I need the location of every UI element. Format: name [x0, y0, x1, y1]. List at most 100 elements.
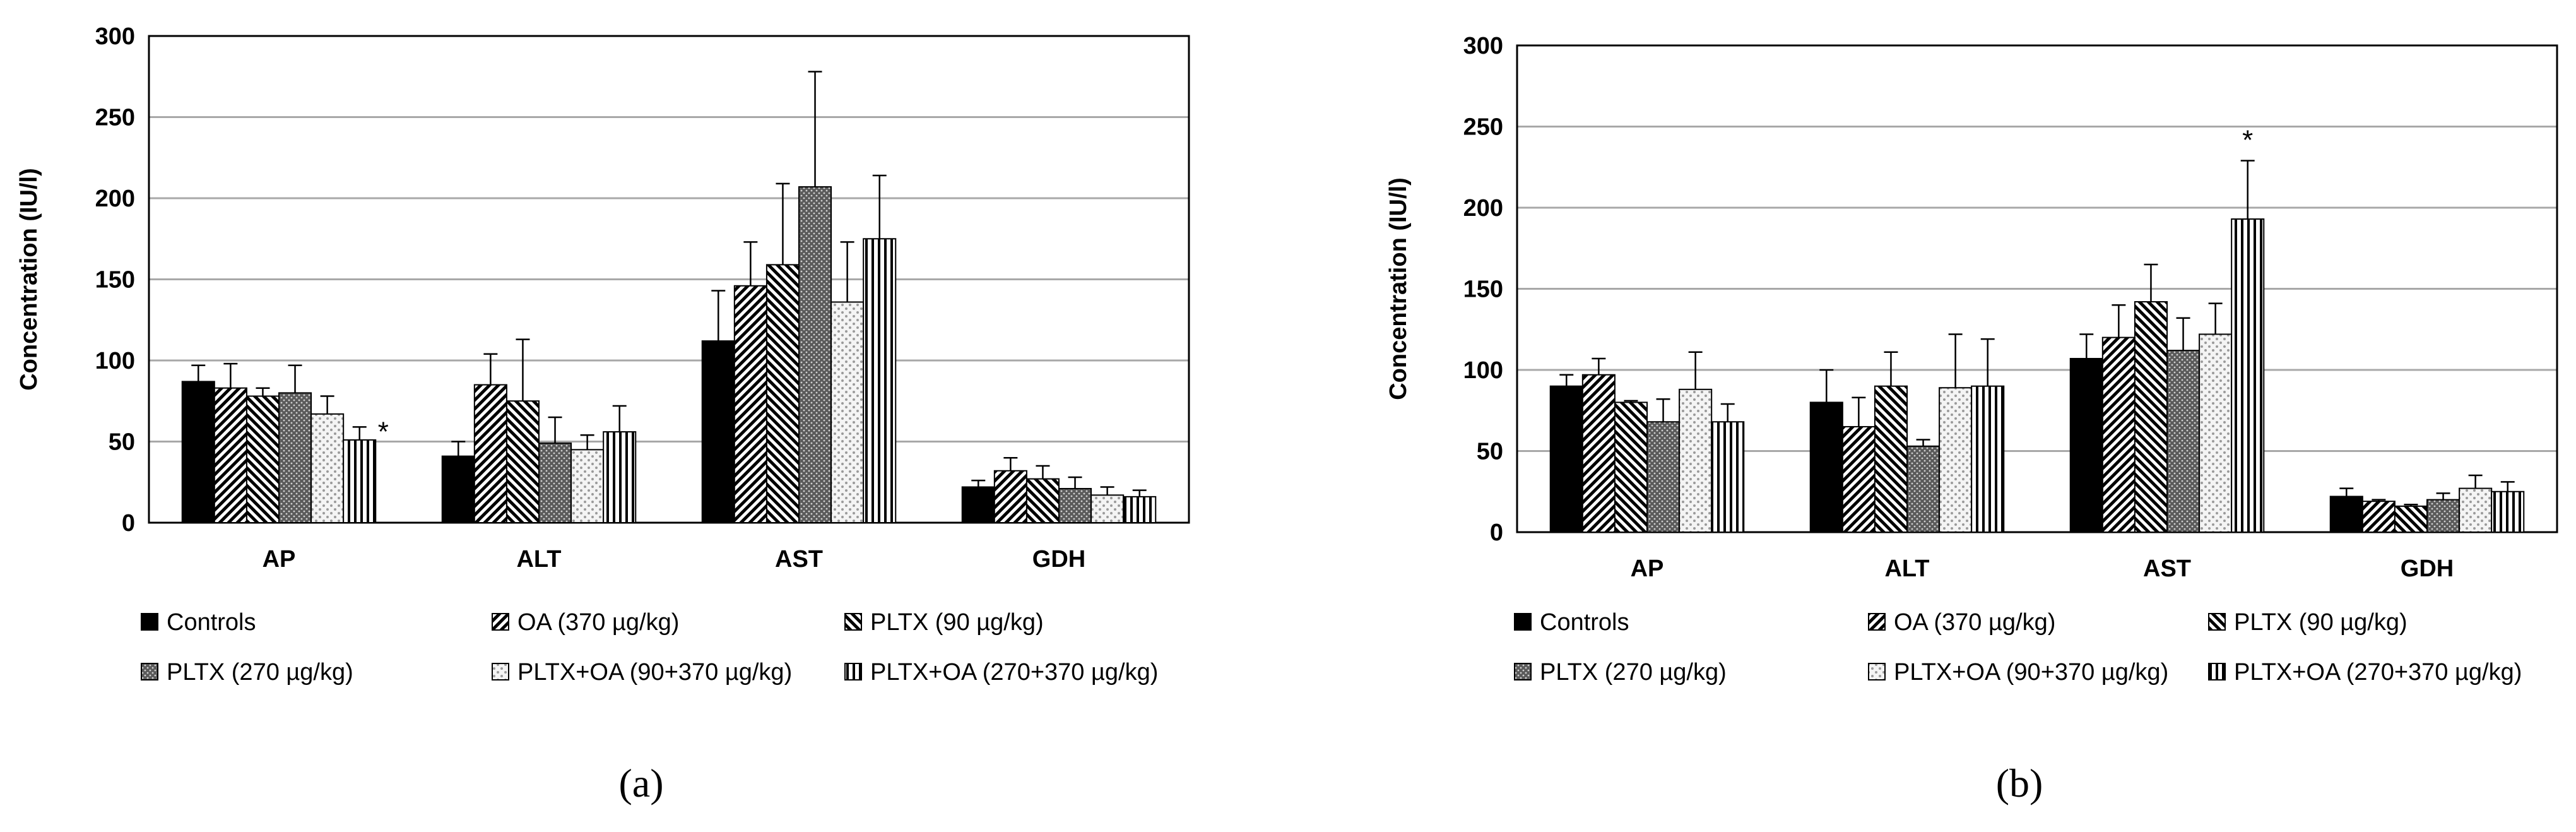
bar[interactable]	[1646, 421, 1681, 533]
bar[interactable]	[1581, 374, 1616, 533]
legend-swatch	[844, 613, 862, 631]
legend-label: OA (370 µg/kg)	[1894, 609, 2055, 636]
y-tick-label: 150	[95, 267, 135, 294]
bar[interactable]	[1874, 385, 1908, 533]
legend-item[interactable]: PLTX+OA (90+370 µg/kg)	[492, 659, 792, 686]
bar[interactable]	[245, 395, 280, 523]
y-tick-label: 50	[109, 429, 135, 456]
bar[interactable]	[2329, 496, 2363, 533]
y-tick-label: 50	[1477, 439, 1503, 465]
legend-item[interactable]: OA (370 µg/kg)	[1868, 609, 2055, 636]
y-tick-label: 250	[1463, 114, 1503, 141]
legend-label: PLTX (270 µg/kg)	[1540, 659, 1727, 686]
x-tick-label: AP	[1631, 556, 1664, 582]
significance-asterisk: *	[378, 416, 389, 447]
legend-swatch	[2208, 663, 2226, 680]
legend-label: PLTX+OA (270+370 µg/kg)	[870, 659, 1158, 686]
bar[interactable]	[1090, 494, 1125, 523]
bar[interactable]	[441, 455, 475, 524]
plot-frame	[1516, 44, 2558, 533]
bar[interactable]	[213, 387, 247, 523]
legend-swatch	[844, 663, 862, 680]
x-tick-label: ALT	[516, 546, 561, 573]
bar[interactable]	[1711, 421, 1745, 533]
bar[interactable]	[1058, 488, 1092, 524]
y-tick-label: 300	[1463, 33, 1503, 59]
legend-swatch	[141, 613, 158, 631]
bar[interactable]	[2361, 501, 2396, 533]
bar[interactable]	[1679, 388, 1713, 533]
legend-label: PLTX+OA (90+370 µg/kg)	[517, 659, 792, 686]
bar[interactable]	[961, 486, 995, 524]
legend-label: OA (370 µg/kg)	[517, 609, 679, 636]
bar[interactable]	[1025, 478, 1060, 523]
bar[interactable]	[1939, 387, 1973, 533]
legend-item[interactable]: PLTX (90 µg/kg)	[2208, 609, 2408, 636]
legend-item[interactable]: PLTX+OA (90+370 µg/kg)	[1868, 659, 2168, 686]
y-axis-label: Concentration (IU/l)	[16, 168, 42, 391]
legend-label: PLTX (270 µg/kg)	[167, 659, 353, 686]
bar[interactable]	[505, 400, 540, 523]
bar[interactable]	[993, 470, 1027, 524]
bar[interactable]	[310, 413, 345, 523]
bar[interactable]	[2231, 218, 2265, 533]
bar[interactable]	[1614, 401, 1648, 533]
y-tick-label: 300	[95, 23, 135, 50]
bar[interactable]	[765, 264, 800, 523]
bar[interactable]	[2459, 487, 2493, 533]
bar[interactable]	[2069, 358, 2103, 533]
bar[interactable]	[2426, 499, 2461, 533]
chart-a: 0 50 100 150 200 250 300 Concentration (IU/l) AP…	[16, 23, 1190, 805]
bar[interactable]	[2166, 350, 2201, 533]
bar[interactable]	[830, 301, 865, 523]
x-tick-label: AST	[2143, 556, 2191, 582]
bar[interactable]	[2134, 301, 2168, 533]
bar[interactable]	[2394, 505, 2428, 533]
panel-label: (b)	[1996, 761, 2043, 805]
bar[interactable]	[538, 443, 572, 524]
bar[interactable]	[798, 186, 832, 523]
bar[interactable]	[1123, 496, 1157, 524]
legend-item[interactable]: Controls	[141, 609, 256, 636]
bar[interactable]	[473, 384, 507, 523]
bar[interactable]	[1971, 385, 2005, 533]
bar[interactable]	[1841, 425, 1876, 533]
y-tick-label: 0	[122, 510, 135, 537]
legend-swatch	[141, 663, 158, 680]
bar[interactable]	[863, 238, 897, 523]
bar[interactable]	[1809, 401, 1843, 533]
y-tick-label: 150	[1463, 276, 1503, 303]
legend-item[interactable]: OA (370 µg/kg)	[492, 609, 679, 636]
bar[interactable]	[733, 285, 767, 523]
bar[interactable]	[1549, 385, 1583, 533]
legend-swatch	[492, 613, 509, 631]
legend-item[interactable]: PLTX+OA (270+370 µg/kg)	[844, 659, 1158, 686]
y-tick-label: 250	[95, 105, 135, 131]
legend-item[interactable]: PLTX (270 µg/kg)	[141, 659, 353, 686]
x-tick-label: AST	[775, 546, 823, 573]
x-tick-label: GDH	[1032, 546, 1085, 573]
bar[interactable]	[343, 439, 377, 523]
bar[interactable]	[1906, 445, 1941, 533]
bar[interactable]	[2199, 333, 2233, 533]
legend-label: PLTX (90 µg/kg)	[870, 609, 1044, 636]
bar[interactable]	[603, 431, 637, 524]
panel-label: (a)	[618, 761, 663, 805]
legend-item[interactable]: Controls	[1514, 609, 1629, 636]
bar[interactable]	[2491, 490, 2525, 533]
legend-swatch	[1868, 613, 1886, 631]
bar[interactable]	[570, 449, 605, 523]
y-tick-label: 100	[95, 348, 135, 374]
y-tick-label: 100	[1463, 357, 1503, 384]
bar[interactable]	[181, 381, 215, 523]
legend-item[interactable]: PLTX (90 µg/kg)	[844, 609, 1044, 636]
chart-b: 0 50 100 150 200 250 300 Concentration (IU/l) AP…	[1385, 33, 2558, 805]
bar[interactable]	[278, 392, 312, 524]
legend-label: PLTX+OA (270+370 µg/kg)	[2234, 659, 2522, 686]
legend-item[interactable]: PLTX+OA (270+370 µg/kg)	[2208, 659, 2522, 686]
bar[interactable]	[2101, 336, 2136, 533]
legend-item[interactable]: PLTX (270 µg/kg)	[1514, 659, 1727, 686]
legend-label: PLTX (90 µg/kg)	[2234, 609, 2408, 636]
bar[interactable]	[701, 340, 735, 523]
